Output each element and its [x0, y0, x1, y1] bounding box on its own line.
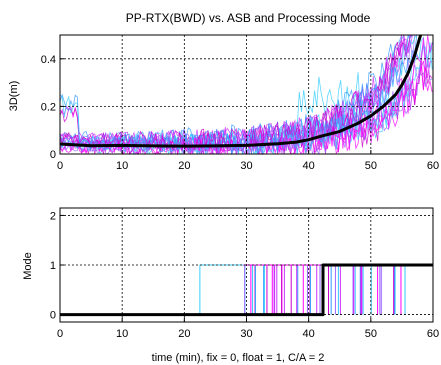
bottom-chart-xlabel: time (min), fix = 0, float = 1, C/A = 2: [152, 352, 325, 364]
top-xtick-label: 60: [427, 160, 439, 172]
top-ytick-label: 0.4: [41, 54, 56, 66]
bottom-ytick-label: 2: [50, 210, 56, 222]
bottom-ytick-label: 1: [50, 260, 56, 272]
top-xtick-label: 20: [178, 160, 190, 172]
top-chart-title: PP-RTX(BWD) vs. ASB and Processing Mode: [126, 11, 371, 25]
bottom-chart-mode-traces: [199, 264, 409, 315]
top-series-line: [59, 34, 423, 148]
top-ytick-label: 0.2: [41, 101, 56, 113]
top-xtick-label: 0: [57, 160, 63, 172]
top-xtick-label: 30: [240, 160, 252, 172]
top-chart-noise-traces: [59, 34, 433, 156]
bottom-chart-ticks: 0 10 20 30 40 50 60 0 1 2: [50, 210, 439, 340]
top-chart-ylabel: 3D(m): [8, 81, 20, 112]
bottom-ytick-label: 0: [50, 310, 56, 322]
bottom-xtick-label: 50: [365, 328, 377, 340]
bottom-chart-ylabel: Mode: [22, 252, 34, 280]
top-xtick-label: 50: [365, 160, 377, 172]
top-chart-ticks: 0 10 20 30 40 50 60 0 0.2 0.4: [41, 54, 439, 172]
bottom-xtick-label: 10: [116, 328, 128, 340]
bottom-xtick-label: 20: [178, 328, 190, 340]
top-chart-series: [59, 34, 423, 148]
bottom-xtick-label: 40: [303, 328, 315, 340]
bottom-series-line: [60, 263, 433, 317]
top-xtick-label: 10: [116, 160, 128, 172]
bottom-xtick-label: 60: [427, 328, 439, 340]
top-ytick-label: 0: [50, 149, 56, 161]
bottom-xtick-label: 0: [57, 328, 63, 340]
bottom-chart-series: [60, 263, 433, 317]
top-xtick-label: 40: [303, 160, 315, 172]
bottom-xtick-label: 30: [240, 328, 252, 340]
